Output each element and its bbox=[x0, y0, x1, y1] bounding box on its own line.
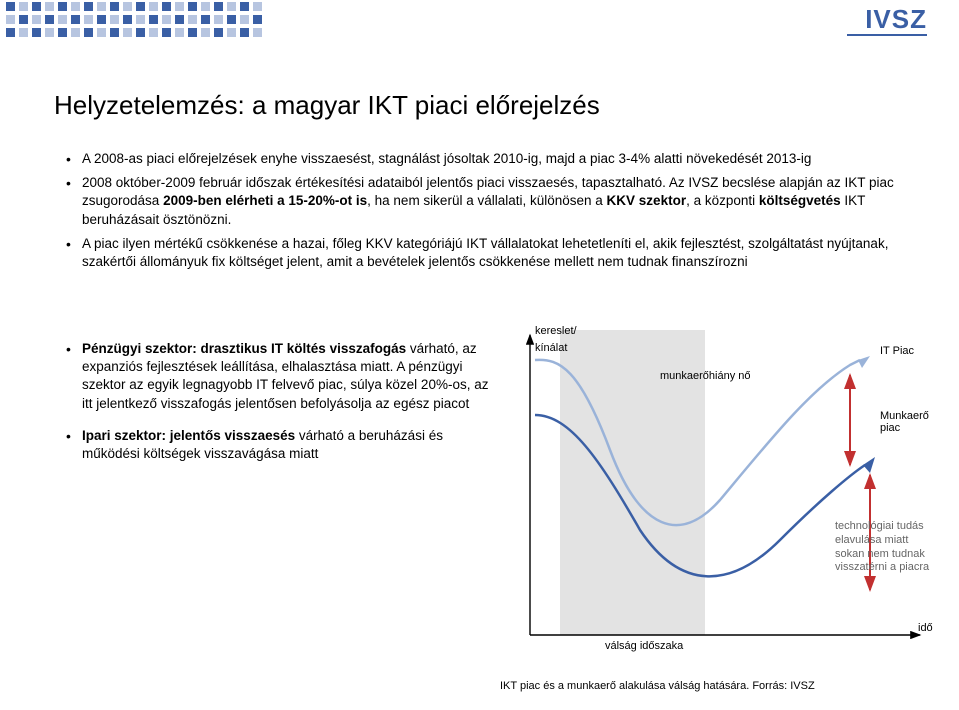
bullet-4: Pénzügyi szektor: drasztikus IT költés v… bbox=[60, 340, 490, 413]
label-bottom-right: technológiai tudás elavulása miatt sokan… bbox=[835, 520, 940, 575]
label-it-piac: IT Piac bbox=[880, 345, 914, 357]
lower-left: Pénzügyi szektor: drasztikus IT költés v… bbox=[60, 340, 490, 477]
decorative-dot-grid bbox=[6, 2, 262, 37]
bullet-2-bold2: KKV szektor bbox=[607, 193, 687, 208]
bullet-2-mid: , ha nem sikerül a vállalati, különösen … bbox=[367, 193, 606, 208]
slide-header: IVSZ bbox=[0, 0, 959, 48]
bullet-4-bold: Pénzügyi szektor: drasztikus IT költés v… bbox=[82, 341, 406, 356]
slide-title: Helyzetelemzés: a magyar IKT piaci előre… bbox=[54, 90, 600, 121]
market-chart: kereslet/ kínálat munkaerőhiány nő IT Pi… bbox=[500, 330, 940, 660]
label-between: munkaerőhiány nő bbox=[660, 370, 751, 382]
bullet-5: Ipari szektor: jelentős visszaesés várha… bbox=[60, 427, 490, 463]
bullet-2-bold3: költségvetés bbox=[759, 193, 841, 208]
bullet-2-mid2: , a központi bbox=[686, 193, 759, 208]
ivsz-logo: IVSZ bbox=[865, 4, 927, 35]
bullet-5-bold: Ipari szektor: jelentős visszaesés bbox=[82, 428, 295, 443]
bullet-1: A 2008-as piaci előrejelzések enyhe viss… bbox=[60, 150, 900, 168]
ylabel-bottom: kínálat bbox=[535, 342, 567, 354]
bullet-3: A piac ilyen mértékű csökkenése a hazai,… bbox=[60, 235, 900, 271]
xlabel-crisis: válság időszaka bbox=[605, 640, 683, 652]
main-content: A 2008-as piaci előrejelzések enyhe viss… bbox=[60, 150, 900, 277]
xlabel-time: idő bbox=[918, 622, 938, 634]
ylabel-top: kereslet/ bbox=[535, 325, 577, 337]
bullet-2: 2008 október-2009 február időszak értéke… bbox=[60, 174, 900, 229]
label-munkaero: Munkaerő piac bbox=[880, 410, 940, 434]
bullet-2-bold: 2009-ben elérheti a 15-20%-ot is bbox=[163, 193, 367, 208]
chart-caption: IKT piac és a munkaerő alakulása válság … bbox=[500, 680, 815, 692]
logo-underline bbox=[847, 34, 927, 36]
